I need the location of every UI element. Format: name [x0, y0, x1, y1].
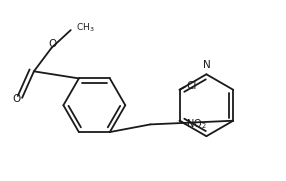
Text: CH$_3$: CH$_3$ [76, 21, 95, 34]
Text: Cl: Cl [186, 81, 196, 91]
Text: N: N [202, 60, 210, 70]
Text: O: O [48, 39, 57, 49]
Text: NO$_2$: NO$_2$ [186, 118, 207, 131]
Text: O: O [13, 94, 21, 104]
